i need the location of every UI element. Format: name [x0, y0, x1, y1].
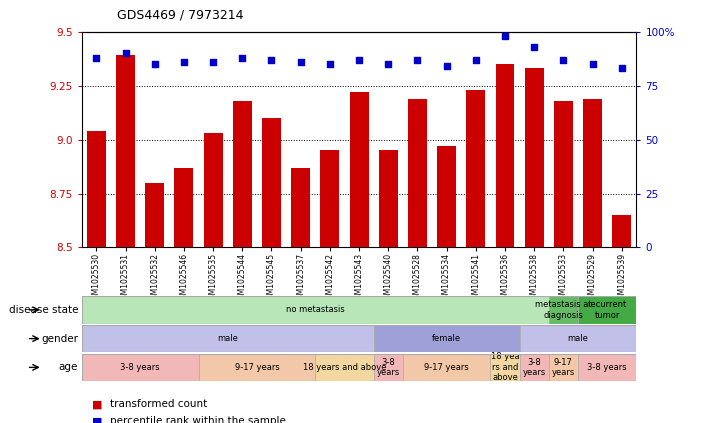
- Text: percentile rank within the sample: percentile rank within the sample: [110, 416, 286, 423]
- Point: [91, 54, 102, 61]
- Point: [470, 56, 481, 63]
- Text: transformed count: transformed count: [110, 399, 208, 409]
- Point: [208, 58, 219, 65]
- Text: ■: ■: [92, 416, 103, 423]
- Text: 9-17
years: 9-17 years: [552, 358, 575, 377]
- Bar: [525, 69, 544, 247]
- Bar: [82, 296, 549, 324]
- Point: [499, 33, 510, 39]
- Text: GDS4469 / 7973214: GDS4469 / 7973214: [117, 8, 244, 21]
- Text: male: male: [567, 334, 589, 343]
- Bar: [520, 325, 636, 352]
- Text: male: male: [218, 334, 238, 343]
- Text: metastasis at
diagnosis: metastasis at diagnosis: [535, 300, 592, 319]
- Point: [383, 60, 394, 67]
- Bar: [612, 215, 631, 247]
- Bar: [82, 354, 198, 381]
- Text: 3-8
years: 3-8 years: [523, 358, 546, 377]
- Point: [237, 54, 248, 61]
- Bar: [437, 146, 456, 247]
- Point: [324, 60, 336, 67]
- Point: [178, 58, 190, 65]
- Text: age: age: [59, 363, 78, 372]
- Bar: [87, 131, 106, 247]
- Bar: [549, 354, 578, 381]
- Point: [149, 60, 161, 67]
- Bar: [379, 151, 397, 247]
- Point: [441, 63, 452, 70]
- Bar: [321, 151, 339, 247]
- Point: [587, 60, 598, 67]
- Bar: [408, 99, 427, 247]
- Text: 9-17 years: 9-17 years: [235, 363, 279, 372]
- Bar: [82, 325, 374, 352]
- Bar: [374, 354, 403, 381]
- Point: [412, 56, 423, 63]
- Bar: [232, 101, 252, 247]
- Bar: [549, 296, 578, 324]
- Text: gender: gender: [41, 334, 78, 343]
- Bar: [350, 92, 368, 247]
- Point: [616, 65, 627, 72]
- Text: 3-8
years: 3-8 years: [377, 358, 400, 377]
- Bar: [491, 354, 520, 381]
- Text: 18 yea
rs and
above: 18 yea rs and above: [491, 352, 519, 382]
- Text: recurrent
tumor: recurrent tumor: [587, 300, 627, 319]
- Point: [353, 56, 365, 63]
- Text: 3-8 years: 3-8 years: [587, 363, 627, 372]
- Point: [528, 44, 540, 50]
- Bar: [374, 325, 520, 352]
- Bar: [578, 296, 636, 324]
- Bar: [466, 90, 486, 247]
- Bar: [203, 133, 223, 247]
- Text: no metastasis: no metastasis: [286, 305, 345, 314]
- Bar: [315, 354, 374, 381]
- Bar: [520, 354, 549, 381]
- Point: [120, 50, 132, 57]
- Text: 9-17 years: 9-17 years: [424, 363, 469, 372]
- Text: 3-8 years: 3-8 years: [120, 363, 160, 372]
- Bar: [174, 168, 193, 247]
- Point: [266, 56, 277, 63]
- Text: female: female: [432, 334, 461, 343]
- Text: disease state: disease state: [9, 305, 78, 315]
- Bar: [262, 118, 281, 247]
- Point: [295, 58, 306, 65]
- Bar: [198, 354, 315, 381]
- Bar: [496, 64, 515, 247]
- Bar: [403, 354, 491, 381]
- Bar: [116, 55, 135, 247]
- Text: 18 years and above: 18 years and above: [303, 363, 386, 372]
- Bar: [145, 183, 164, 247]
- Point: [557, 56, 569, 63]
- Bar: [292, 168, 310, 247]
- Bar: [554, 101, 573, 247]
- Bar: [578, 354, 636, 381]
- Text: ■: ■: [92, 399, 103, 409]
- Bar: [583, 99, 602, 247]
